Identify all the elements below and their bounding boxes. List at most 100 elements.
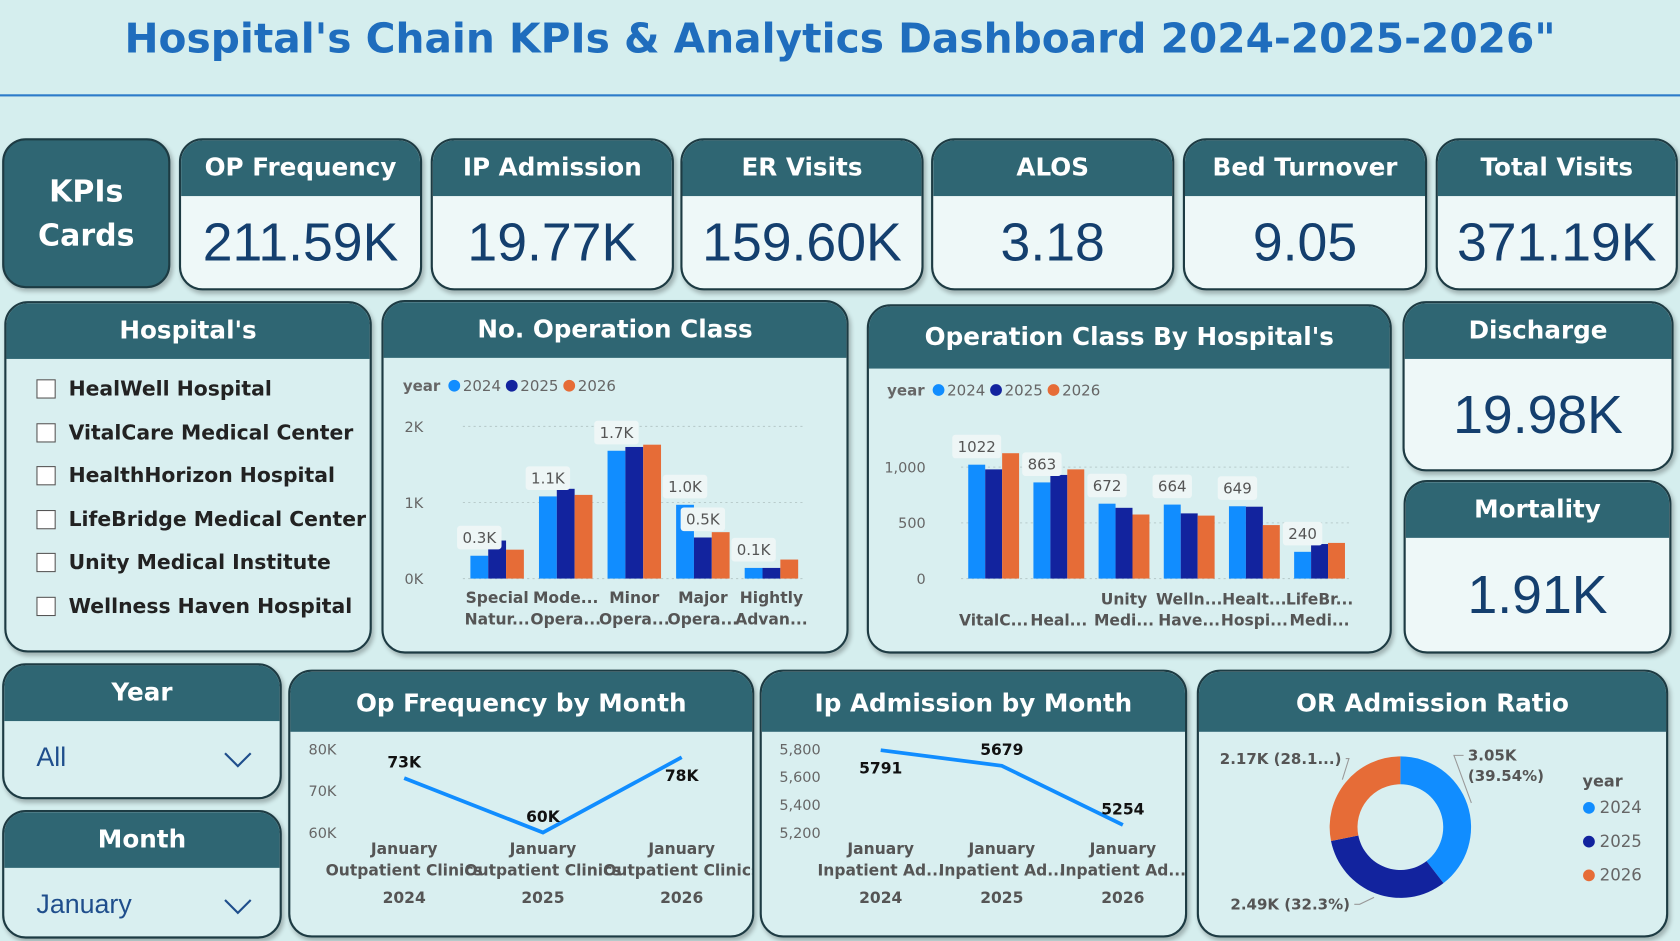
bar: [1311, 544, 1329, 579]
x-tick-label: January: [370, 840, 438, 858]
bar: [762, 567, 781, 579]
slicer-item[interactable]: LifeBridge Medical Center: [36, 507, 367, 532]
data-label: 73K: [387, 753, 422, 771]
y-tick-label: 1K: [405, 496, 424, 512]
kpi-title: ALOS: [933, 140, 1173, 197]
slicer-item[interactable]: HealWell Hospital: [36, 377, 272, 401]
kpi-title: Total Visits: [1437, 140, 1676, 197]
x-tick-label: Natur...: [465, 611, 530, 629]
data-label: 1.0K: [668, 478, 703, 496]
x-tick-label: Opera...: [599, 611, 670, 629]
legend-marker: [505, 379, 518, 392]
slicer-item[interactable]: Unity Medical Institute: [36, 551, 331, 574]
kpi-title: OP Frequency: [181, 140, 421, 197]
kpi-card: Discharge 19.98K: [1402, 301, 1674, 472]
data-label: 649: [1223, 479, 1252, 497]
slicer-title: Month: [4, 812, 280, 868]
item-label: VitalCare Medical Center: [68, 421, 354, 445]
year-slicer: Year All: [2, 663, 282, 800]
dropdown-value[interactable]: January: [36, 889, 132, 920]
x-tick-label: 2026: [660, 889, 703, 907]
bar: [1115, 507, 1133, 579]
dropdown-arrow[interactable]: [223, 751, 253, 768]
x-tick-label: Welln...: [1156, 590, 1222, 608]
bar: [780, 559, 799, 579]
line: [880, 748, 1124, 827]
data-label-box: [457, 525, 502, 550]
legend-label: 2024: [947, 381, 985, 399]
chart-card: No. Operation Class 0K 1K 2K year 2024 2025 202…: [381, 300, 849, 654]
bar: [1033, 482, 1051, 579]
kpi-value: 1.91K: [1467, 564, 1608, 625]
checkbox[interactable]: [36, 379, 56, 399]
leader-line: [1354, 896, 1375, 905]
checkbox[interactable]: [36, 596, 56, 617]
item-label: LifeBridge Medical Center: [68, 507, 367, 532]
checkbox[interactable]: [36, 510, 56, 530]
legend-label: 2025: [1005, 381, 1043, 399]
kpi-card: Mortality 1.91K: [1403, 480, 1672, 654]
y-tick-label: 5,200: [779, 826, 820, 842]
legend-label: 2025: [520, 377, 558, 395]
kpi-value: 211.59K: [202, 212, 399, 273]
donut-slice: [1331, 835, 1444, 898]
kpi-value: 3.18: [1000, 212, 1105, 273]
chart-title: Ip Admission by Month: [761, 671, 1186, 732]
y-tick-label: 0: [917, 572, 926, 588]
bar: [1197, 515, 1215, 579]
bar: [574, 494, 593, 579]
bar: [607, 450, 626, 579]
slicer-item[interactable]: VitalCare Medical Center: [36, 421, 353, 445]
data-label-box: [662, 474, 708, 499]
bar: [985, 469, 1003, 579]
dropdown-arrow[interactable]: [223, 898, 253, 915]
legend-title: year: [403, 377, 441, 395]
y-tick-label: 70K: [309, 784, 337, 800]
x-tick-label: Opera...: [530, 611, 601, 629]
chart-card: Op Frequency by Month 60K 70K 80K January Out…: [288, 669, 755, 938]
data-label: 0.5K: [686, 511, 721, 529]
legend-title: year: [1583, 771, 1623, 790]
legend-label: 2026: [1062, 381, 1100, 399]
dropdown-value[interactable]: All: [36, 742, 67, 773]
bar: [1098, 503, 1116, 579]
checkbox[interactable]: [36, 552, 56, 573]
x-tick-label: Outpatient Clinics: [326, 861, 483, 879]
kpi-title: ER Visits: [682, 140, 922, 197]
checkbox[interactable]: [36, 466, 56, 486]
kpi-value: 19.77K: [467, 212, 638, 273]
slicer-item[interactable]: Wellness Haven Hospital: [36, 595, 352, 618]
data-label: 60K: [526, 808, 561, 826]
slicer-title: Year: [4, 665, 280, 722]
kpi-title: Discharge: [1404, 303, 1672, 359]
bar: [1245, 506, 1263, 579]
x-tick-label: Special: [466, 589, 529, 607]
data-label: 863: [1028, 456, 1057, 474]
data-label: 664: [1158, 478, 1187, 496]
kpi-title: Bed Turnover: [1185, 140, 1426, 197]
chevron: [224, 899, 252, 915]
kpi-card: Total Visits 371.19K: [1435, 138, 1678, 291]
data-label: 5254: [1101, 800, 1144, 818]
chart-title: Operation Class By Hospital's: [868, 306, 1390, 369]
x-tick-label: Hightly: [740, 589, 803, 607]
hospital-slicer: Hospital's HealWell Hospital VitalCare M…: [4, 301, 372, 653]
data-label-box: [1087, 473, 1127, 498]
data-label: 1.1K: [531, 470, 566, 488]
y-tick-label: 5,600: [779, 770, 820, 786]
bar: [1132, 514, 1150, 579]
legend-marker: [448, 379, 461, 392]
data-label: 0.3K: [462, 529, 497, 547]
slicer-item[interactable]: HealthHorizon Hospital: [36, 464, 335, 488]
checkbox[interactable]: [36, 423, 56, 443]
data-label: 2.49K (32.3%): [1230, 896, 1350, 914]
x-tick-label: January: [967, 840, 1035, 858]
x-tick-label: January: [846, 840, 914, 858]
leader-line: [1341, 758, 1350, 780]
x-tick-label: January: [509, 840, 577, 858]
bar: [470, 555, 489, 579]
legend-label: 2024: [463, 377, 501, 395]
bar: [1294, 551, 1312, 579]
legend-marker: [1583, 835, 1595, 848]
y-tick-label: 80K: [309, 742, 337, 758]
